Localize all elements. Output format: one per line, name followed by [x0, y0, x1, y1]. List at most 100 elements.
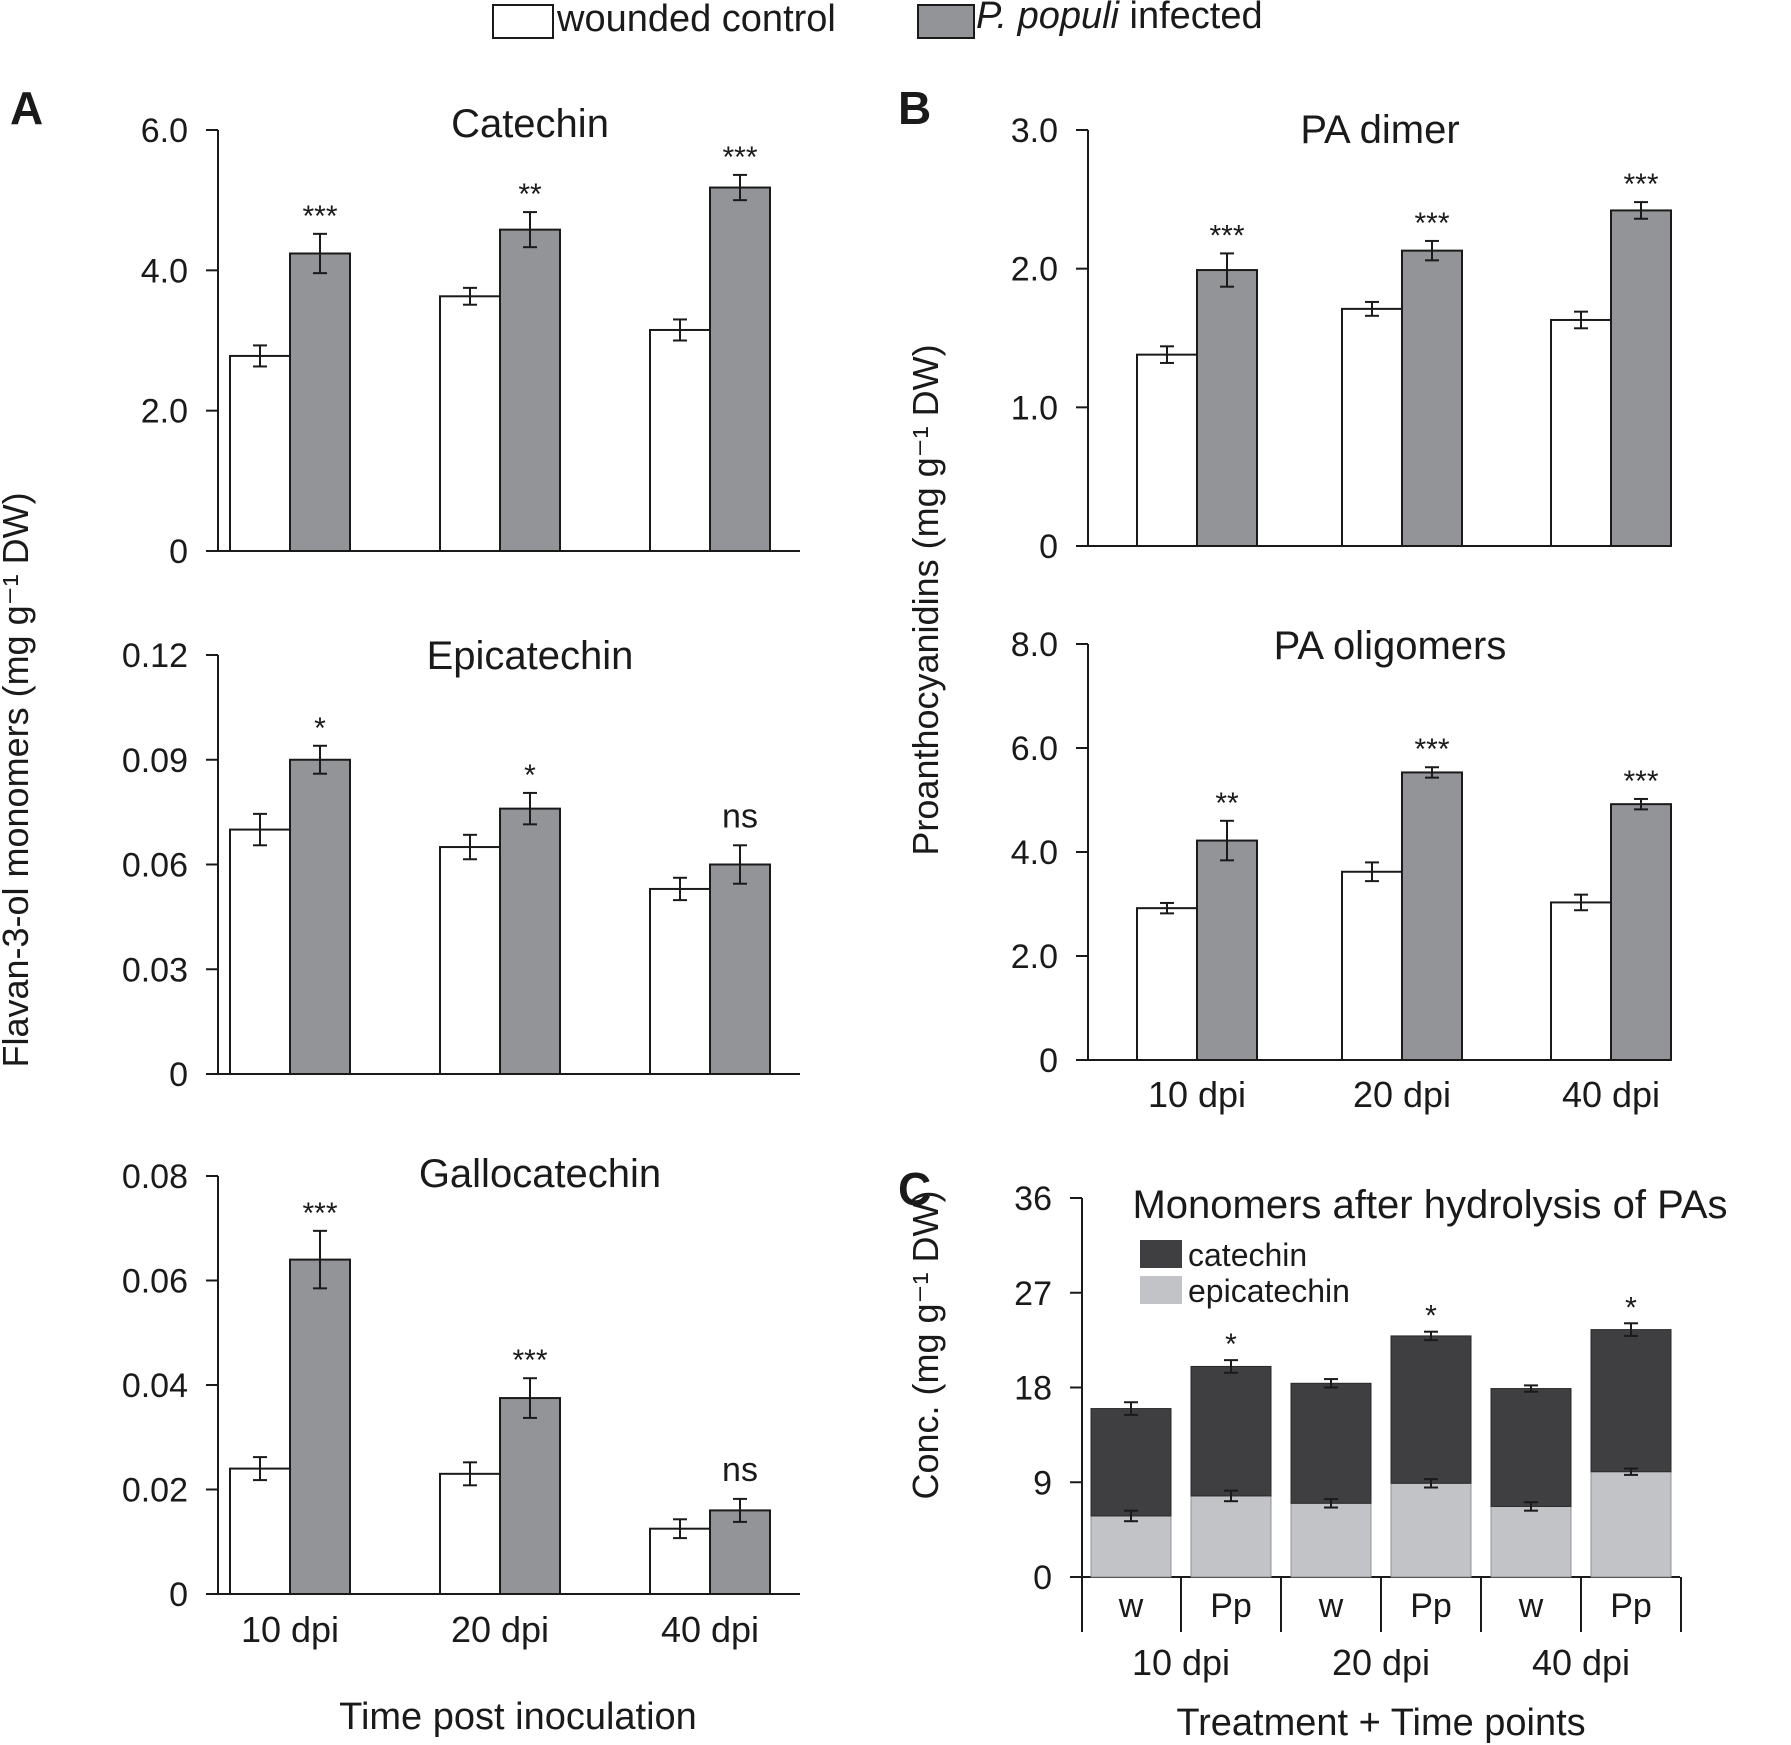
- panel-letter-c: C: [898, 1163, 931, 1215]
- bar-control: [649, 887, 711, 1075]
- legend-label-infected: P. populi infected: [976, 0, 1263, 37]
- significance-label: *: [1425, 1300, 1437, 1333]
- bar-control: [229, 354, 291, 553]
- x-tick-label: w: [1318, 1587, 1344, 1625]
- stacked-bar-epicatechin: [1090, 1515, 1172, 1578]
- bar-control: [229, 1467, 291, 1595]
- y-tick-label: 0.06: [122, 1263, 188, 1301]
- legend-label-epicatechin: epicatechin: [1188, 1273, 1350, 1309]
- bar-infected: [709, 186, 771, 553]
- chart-hydrolysis: Monomers after hydrolysis of PAs 0 9 18 27 36…: [1014, 1180, 1727, 1683]
- bar-infected: [499, 228, 561, 553]
- chart-title: Epicatechin: [427, 634, 634, 678]
- y-tick-label: 8.0: [1011, 626, 1058, 664]
- x-tick-label: Pp: [1610, 1587, 1652, 1625]
- chart-epicatechin: Epicatechin 0 0.03 0.06 0.09 0.12 * * ns: [122, 634, 800, 1094]
- panel-letter-a: A: [10, 82, 43, 134]
- chart-title: Gallocatechin: [419, 1152, 661, 1196]
- y-tick-label: 4.0: [141, 252, 188, 290]
- y-tick-label: 2.0: [1011, 938, 1058, 976]
- group-label: 10 dpi: [1132, 1642, 1230, 1683]
- stacked-bar-catechin: [1490, 1388, 1572, 1507]
- bar-infected: [709, 863, 771, 1075]
- stacked-bar-catechin: [1190, 1365, 1272, 1497]
- y-tick-label: 36: [1014, 1180, 1052, 1218]
- stacked-bar-catechin: [1290, 1382, 1372, 1504]
- panel-letter-b: B: [898, 82, 931, 134]
- legend-label-infected-suffix: infected: [1119, 0, 1263, 37]
- y-tick-label: 9: [1033, 1464, 1052, 1502]
- y-tick-label: 2.0: [1011, 251, 1058, 289]
- bar-control: [439, 1472, 501, 1595]
- significance-label: ***: [302, 200, 337, 233]
- legend-label-catechin: catechin: [1188, 1237, 1307, 1273]
- stacked-bar-epicatechin: [1490, 1505, 1572, 1578]
- group-label: 20 dpi: [1332, 1642, 1430, 1683]
- chart-title: Monomers after hydrolysis of PAs: [1132, 1183, 1727, 1227]
- y-tick-label: 4.0: [1011, 834, 1058, 872]
- significance-label: ***: [512, 1344, 547, 1377]
- significance-label: *: [524, 759, 536, 792]
- x-tick-label: 40 dpi: [661, 1609, 759, 1650]
- bar-control: [229, 828, 291, 1075]
- y-tick-label: 6.0: [141, 112, 188, 150]
- y-tick-label: 0: [1033, 1559, 1052, 1597]
- bar-infected: [1610, 209, 1672, 547]
- chart-gallocatechin: Gallocatechin 0 0.02 0.04 0.06 0.08 *** 10 dpi *…: [122, 1152, 800, 1650]
- y-tick-label: 0: [1039, 1042, 1058, 1080]
- panel-c-y-axis-title: Conc. (mg g⁻¹ DW): [905, 1190, 946, 1499]
- chart-title: Catechin: [451, 102, 609, 146]
- y-tick-label: 0: [169, 1056, 188, 1094]
- y-tick-label: 0.06: [122, 847, 188, 885]
- significance-label: *: [1225, 1328, 1237, 1361]
- bar-infected: [1196, 269, 1258, 547]
- stacked-bar-epicatechin: [1590, 1471, 1672, 1578]
- chart-pa-dimer: PA dimer 0 1.0 2.0 3.0 *** *** ***: [1011, 108, 1672, 566]
- panel-c-x-axis-title: Treatment + Time points: [1176, 1702, 1585, 1744]
- y-tick-label: 2.0: [141, 393, 188, 431]
- significance-label: ***: [722, 141, 757, 174]
- stacked-bar-epicatechin: [1290, 1502, 1372, 1578]
- figure-legend: wounded control P. populi infected: [492, 0, 1263, 40]
- chart-pa-oligomers: PA oligomers 0 2.0 4.0 6.0 8.0 ** 10 dpi *** 20 d…: [1011, 624, 1672, 1115]
- bar-control: [1550, 318, 1612, 547]
- significance-label: ***: [1414, 733, 1449, 766]
- bar-infected: [1401, 771, 1463, 1061]
- panel-a-x-axis-title: Time post inoculation: [339, 1696, 697, 1738]
- significance-label: *: [1625, 1291, 1637, 1324]
- stacked-bar-epicatechin: [1190, 1495, 1272, 1578]
- significance-label: ns: [722, 797, 758, 835]
- bar-control: [439, 295, 501, 553]
- stacked-bar-epicatechin: [1390, 1482, 1472, 1578]
- bar-control: [1136, 907, 1198, 1061]
- significance-label: *: [314, 712, 326, 745]
- stacked-bar-catechin: [1090, 1408, 1172, 1517]
- bar-infected: [289, 758, 351, 1075]
- y-tick-label: 0.08: [122, 1158, 188, 1196]
- bar-control: [1550, 901, 1612, 1061]
- bar-infected: [499, 1397, 561, 1595]
- bar-infected: [1610, 803, 1672, 1061]
- chart-title: PA dimer: [1300, 108, 1459, 152]
- y-tick-label: 0.09: [122, 742, 188, 780]
- y-tick-label: 0: [1039, 528, 1058, 566]
- panel-b-y-axis-title: Proanthocyanidins (mg g⁻¹ DW): [905, 344, 946, 855]
- legend-swatch-control: [492, 4, 554, 39]
- bar-control: [439, 846, 501, 1076]
- bar-infected: [709, 1509, 771, 1596]
- legend-swatch-catechin: [1140, 1240, 1182, 1268]
- significance-label: ***: [302, 1197, 337, 1230]
- x-tick-label: w: [1118, 1587, 1144, 1625]
- bar-control: [1341, 307, 1403, 547]
- bar-infected: [289, 252, 351, 552]
- y-tick-label: 1.0: [1011, 389, 1058, 427]
- x-tick-label: 20 dpi: [1353, 1074, 1451, 1115]
- significance-label: **: [518, 178, 542, 211]
- bar-control: [649, 328, 711, 552]
- y-tick-label: 0.04: [122, 1367, 188, 1405]
- bar-infected: [289, 1258, 351, 1595]
- y-tick-label: 0: [169, 1576, 188, 1614]
- legend-label-control: wounded control: [556, 0, 836, 40]
